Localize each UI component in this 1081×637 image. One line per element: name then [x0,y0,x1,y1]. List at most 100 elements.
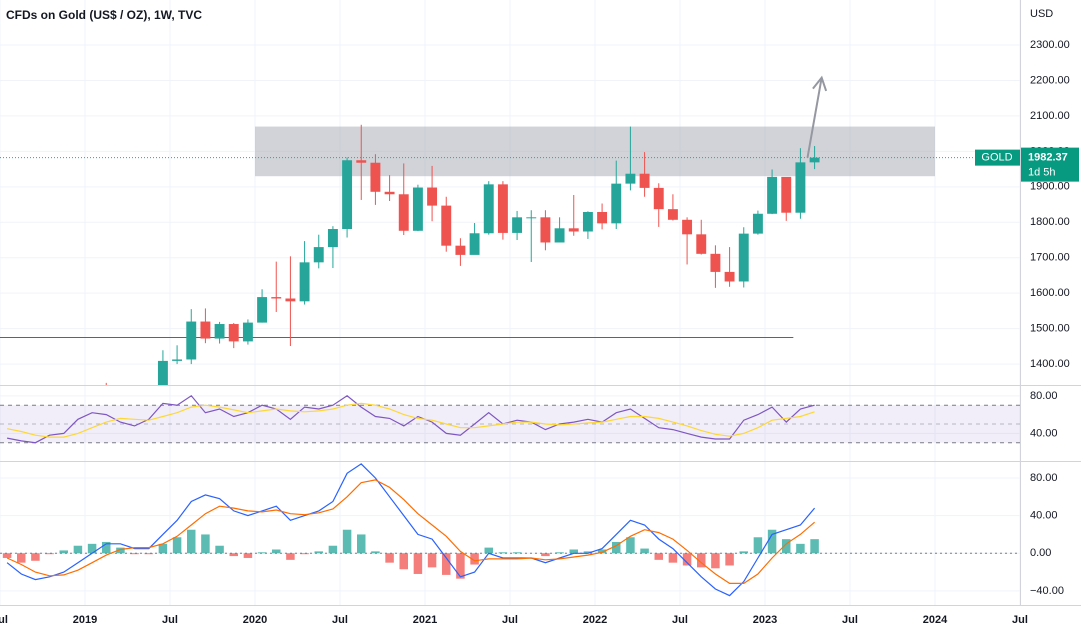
macd-histogram-bar [597,549,607,554]
macd-histogram-bar [470,553,479,565]
candle-body [568,228,579,232]
candle-body [512,217,523,233]
macd-histogram-bar [272,549,281,554]
macd-histogram-bar [484,547,493,554]
candle-body [370,162,381,192]
x-tick-label: Jul [842,614,858,626]
x-tick-label: Jul [162,614,178,626]
macd-histogram-bar [498,552,508,554]
y-tick-label: 1700.00 [1030,252,1070,264]
candle-body [710,253,721,272]
macd-histogram-bar [328,545,338,554]
y-tick-label: 80.00 [1030,472,1058,484]
projection-arrow [806,77,823,158]
macd-histogram-bar [385,553,394,563]
price-badge [1021,147,1079,182]
candle-body [101,392,111,395]
macd-histogram-bar [583,551,593,554]
macd-histogram-bar [257,552,267,554]
macd-histogram-bar [73,545,83,554]
y-tick-label: 0.00 [1030,547,1051,559]
macd-histogram-bar [243,553,253,558]
macd-histogram-bar [201,534,210,554]
candle-body [144,398,154,405]
macd-histogram-bar [697,553,706,568]
candle-body [781,176,792,213]
macd-histogram-bar [17,553,26,563]
macd-histogram-bar [286,553,295,560]
macd-histogram-bar [541,553,550,557]
symbol-label: GOLD [981,152,1012,164]
macd-histogram-bar [187,529,196,554]
candle-body [172,359,183,361]
candle-body [242,322,253,342]
candle-body [653,187,664,210]
x-tick-label: Jul [0,614,8,626]
candle-body [469,233,480,255]
macd-histogram-bar [342,529,352,554]
candle-body [767,176,778,214]
chart-title: CFDs on Gold (US$ / OZ), 1W, TVC [6,8,202,22]
candle-body [427,187,438,206]
candle-body [540,217,551,243]
macd-histogram-bar [399,553,408,570]
grid [0,0,1021,605]
macd-line [6,479,815,584]
candle-body [157,360,168,385]
macd-histogram-bar [172,537,182,554]
macd-histogram-bar [753,537,763,554]
macd-histogram-bar [130,553,139,555]
candle-body [738,233,749,282]
macd-histogram-bar [626,537,635,554]
y-tick-label: 1800.00 [1030,216,1070,228]
candle-body [611,183,622,224]
candle-body [582,211,593,232]
macd-histogram-bar [442,553,451,575]
macd-histogram-bar [300,553,309,555]
macd-pane [0,463,1020,597]
macd-histogram-bar [810,539,819,554]
macd-histogram-bar [45,553,54,555]
candle-body [87,392,97,406]
y-tick-label: 1600.00 [1030,287,1070,299]
macd-histogram-bar [796,543,805,554]
candle-body [412,187,423,231]
y-tick-label: 80.00 [1030,390,1058,402]
macd-histogram-bar [711,553,720,569]
candle-body [667,209,678,220]
candle-body [497,184,508,233]
macd-histogram-bar [427,553,437,568]
candle-body [639,173,650,188]
macd-histogram-bar [767,529,777,554]
last-price-label: 1982.37 [1028,152,1068,164]
countdown-label: 1d 5h [1028,167,1056,179]
candle-body [682,219,693,235]
macd-histogram-bar [682,553,692,566]
unit-label: USD [1030,8,1053,20]
macd-histogram-bar [569,549,578,554]
candle-body [554,228,565,243]
candle-body [342,160,353,230]
x-tick-label: Jul [1012,614,1028,626]
candle-body [257,297,268,323]
macd-line [6,463,816,597]
macd-histogram-bar [59,550,68,554]
x-tick-label: 2024 [923,614,948,626]
macd-histogram-bar [456,553,465,579]
y-tick-label: 1500.00 [1030,323,1070,335]
candle-body [795,162,806,213]
macd-histogram-bar [229,553,238,557]
macd-histogram-bar [31,553,40,561]
macd-histogram-bar [116,547,125,554]
candle-body [200,321,211,339]
macd-histogram-bar [371,551,380,554]
macd-histogram-bar [782,539,791,554]
candle-body [356,160,367,163]
x-tick-label: Jul [502,614,518,626]
candle-body [299,262,310,302]
macd-histogram-bar [158,543,168,554]
macd-histogram-bar [87,543,97,554]
x-tick-label: 2019 [73,614,97,626]
y-tick-label: 40.00 [1030,427,1058,439]
